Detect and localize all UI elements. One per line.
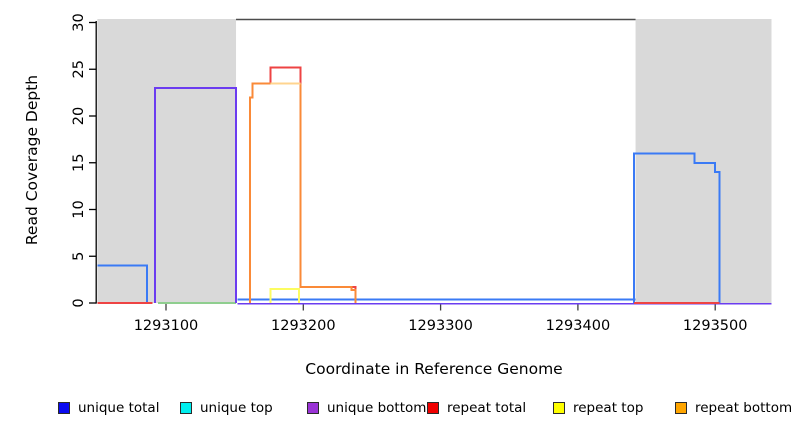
y-tick-label: 5 bbox=[71, 252, 87, 261]
legend-label: unique bottom bbox=[327, 400, 427, 416]
x-tick-label: 1293200 bbox=[271, 318, 336, 334]
series-unique-total bbox=[633, 152, 721, 303]
series-repeat-top bbox=[269, 288, 301, 303]
series-repeat-bottom bbox=[299, 83, 357, 303]
legend-swatch-icon bbox=[553, 402, 565, 414]
x-tick-label: 1293400 bbox=[546, 318, 611, 334]
y-tick-label: 10 bbox=[71, 200, 87, 218]
series-unique-bottom bbox=[154, 87, 237, 303]
x-tick-label: 1293100 bbox=[134, 318, 199, 334]
legend-item-repeat-total: repeat total bbox=[427, 400, 526, 416]
legend-item-unique-top: unique top bbox=[180, 400, 273, 416]
legend-label: repeat bottom bbox=[695, 400, 792, 416]
legend-swatch-icon bbox=[307, 402, 319, 414]
legend-item-repeat-bottom: repeat bottom bbox=[675, 400, 792, 416]
legend-item-unique-bottom: unique bottom bbox=[307, 400, 426, 416]
series-repeat-bottom bbox=[248, 82, 271, 303]
y-tick-label: 15 bbox=[71, 154, 87, 172]
legend-item-repeat-top: repeat top bbox=[553, 400, 643, 416]
series-repeat-total bbox=[248, 66, 357, 303]
x-axis-title: Coordinate in Reference Genome bbox=[305, 360, 563, 378]
y-tick-label: 20 bbox=[71, 107, 87, 125]
legend-label: repeat total bbox=[447, 400, 527, 416]
shaded-repeat-region bbox=[635, 19, 772, 303]
legend-swatch-icon bbox=[180, 402, 192, 414]
y-tick-label: 30 bbox=[71, 13, 87, 31]
legend-swatch-icon bbox=[427, 402, 439, 414]
shaded-repeat-region bbox=[97, 19, 237, 303]
y-axis-title: Read Coverage Depth bbox=[23, 74, 41, 246]
y-tick-label: 25 bbox=[71, 60, 87, 78]
legend-item-unique-total: unique total bbox=[58, 400, 159, 416]
legend-label: unique top bbox=[200, 400, 273, 416]
legend-swatch-icon bbox=[58, 402, 70, 414]
x-tick-label: 1293300 bbox=[408, 318, 473, 334]
legend-label: repeat top bbox=[573, 400, 644, 416]
legend-swatch-icon bbox=[675, 402, 687, 414]
x-tick-label: 1293500 bbox=[683, 318, 748, 334]
legend-label: unique total bbox=[78, 400, 160, 416]
y-tick-label: 0 bbox=[71, 298, 87, 307]
series-unique-total bbox=[97, 264, 148, 303]
